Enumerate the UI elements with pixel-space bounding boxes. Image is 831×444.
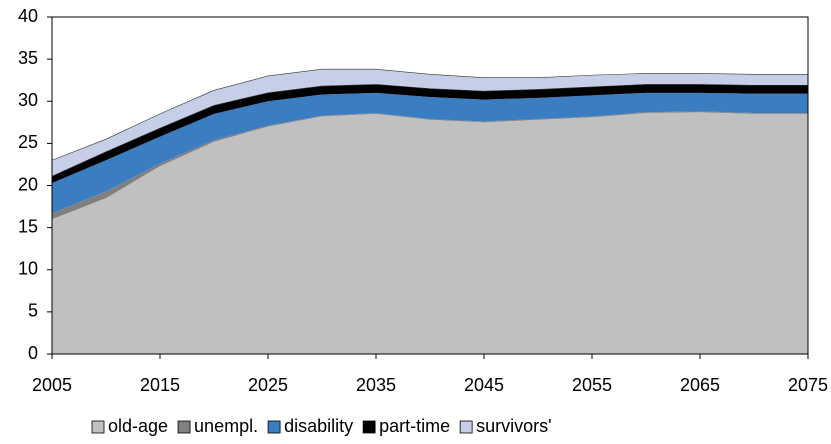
legend-swatch xyxy=(177,420,191,434)
legend-label: old-age xyxy=(108,416,168,436)
legend-swatch xyxy=(267,420,281,434)
legend-swatch xyxy=(362,420,376,434)
legend-label: disability xyxy=(284,416,353,436)
legend-swatch xyxy=(91,420,105,434)
y-tick-label: 25 xyxy=(18,132,38,152)
x-tick-label: 2065 xyxy=(680,375,720,395)
area xyxy=(52,112,808,354)
area xyxy=(52,92,808,214)
legend-label: unempl. xyxy=(194,416,258,436)
x-tick-label: 2015 xyxy=(140,375,180,395)
x-tick-label: 2025 xyxy=(248,375,288,395)
x-tick-label: 2055 xyxy=(572,375,612,395)
y-tick-label: 10 xyxy=(18,259,38,279)
x-tick-label: 2075 xyxy=(788,375,828,395)
y-tick-label: 0 xyxy=(28,343,38,363)
y-tick-label: 15 xyxy=(18,216,38,236)
y-tick-label: 5 xyxy=(28,301,38,321)
y-tick-label: 30 xyxy=(18,90,38,110)
y-tick-label: 40 xyxy=(18,6,38,26)
x-tick-label: 2045 xyxy=(464,375,504,395)
y-tick-label: 20 xyxy=(18,174,38,194)
x-tick-label: 2005 xyxy=(32,375,72,395)
x-tick-label: 2035 xyxy=(356,375,396,395)
y-tick-label: 35 xyxy=(18,48,38,68)
legend-label: survivors' xyxy=(476,416,551,436)
legend-swatch xyxy=(459,420,473,434)
legend-label: part-time xyxy=(379,416,450,436)
